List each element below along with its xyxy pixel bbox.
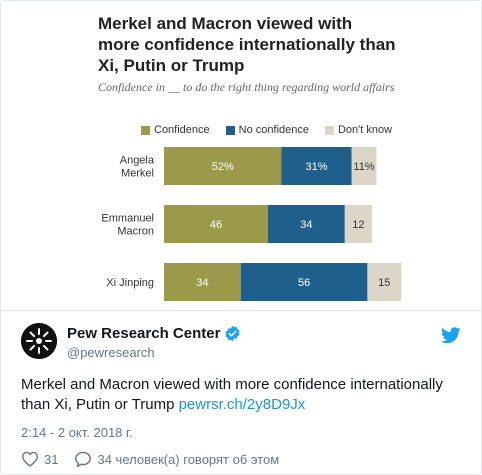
legend-item-no-confidence: No confidence: [225, 124, 309, 136]
bar-segment: [281, 147, 352, 185]
data-label: 52%: [212, 161, 234, 173]
speech-bubble-icon: [75, 451, 92, 467]
author-display-name[interactable]: Pew Research Center: [67, 325, 221, 342]
tweet-text: Merkel and Macron viewed with more confi…: [21, 375, 466, 415]
likes-count: 31: [44, 451, 59, 467]
bar-segment: [344, 205, 372, 243]
category-label: Macron: [117, 226, 154, 238]
category-label: Angela: [120, 155, 155, 167]
data-label: 56: [298, 277, 310, 289]
data-label: 34: [300, 219, 312, 231]
heart-icon: [21, 451, 39, 467]
legend-item-confidence: Confidence: [141, 124, 210, 136]
data-label: 31%: [305, 161, 327, 173]
author-name-row: Pew Research Center: [67, 325, 241, 342]
category-label: Merkel: [121, 168, 154, 180]
twitter-bird-icon[interactable]: [441, 327, 461, 344]
tweet-media-chart[interactable]: Merkel and Macron viewed with more confi…: [1, 1, 481, 311]
data-label: 12: [352, 219, 364, 231]
author-handle[interactable]: @pewresearch: [67, 345, 155, 360]
legend-item-dont-know: Don't know: [324, 124, 393, 136]
bar-segment: [351, 147, 377, 185]
bar-segment: [240, 263, 368, 301]
data-label: 46: [210, 219, 222, 231]
bar-segment: [164, 263, 241, 301]
chart-subtitle: Confidence in __ to do the right thing r…: [98, 80, 395, 94]
chart-title: Merkel and Macron viewed with more confi…: [98, 14, 396, 75]
avatar[interactable]: [21, 323, 57, 359]
tweet-body: Merkel and Macron viewed with more confi…: [21, 376, 443, 413]
data-label: 15: [378, 277, 390, 289]
like-action[interactable]: 31: [21, 451, 58, 467]
data-label: 11%: [353, 161, 374, 173]
tweet-timestamp[interactable]: 2:14 - 2 окт. 2018 г.: [21, 425, 133, 440]
bar-segment: [164, 205, 268, 243]
tweet-header: Pew Research Center @pewresearch: [21, 323, 461, 363]
tweet-link[interactable]: pewrsr.ch/2y8D9Jx: [178, 396, 306, 413]
legend-swatch-dont-know: [324, 125, 334, 135]
legend-label: Confidence: [154, 124, 210, 136]
tweet-actions: 31 34 человек(а) говорят об этом: [21, 451, 295, 467]
legend-label: Don't know: [337, 124, 393, 136]
legend-swatch-confidence: [141, 125, 150, 135]
bar-segment: [367, 263, 402, 301]
chart-legend: Confidence No confidence Don't know: [141, 123, 392, 137]
category-label: Emmanuel: [101, 213, 154, 225]
replies-action[interactable]: 34 человек(а) говорят об этом: [74, 451, 279, 467]
category-label: Xi Jinping: [106, 277, 154, 289]
bar-segment: [164, 147, 282, 185]
legend-swatch-no-confidence: [225, 125, 235, 135]
verified-badge-icon: [225, 325, 240, 342]
data-label: 34: [196, 277, 208, 289]
legend-label: No confidence: [238, 124, 309, 136]
pew-logo-icon: [21, 323, 57, 359]
bar-segment: [268, 205, 345, 243]
replies-label: 34 человек(а) говорят об этом: [97, 451, 280, 467]
